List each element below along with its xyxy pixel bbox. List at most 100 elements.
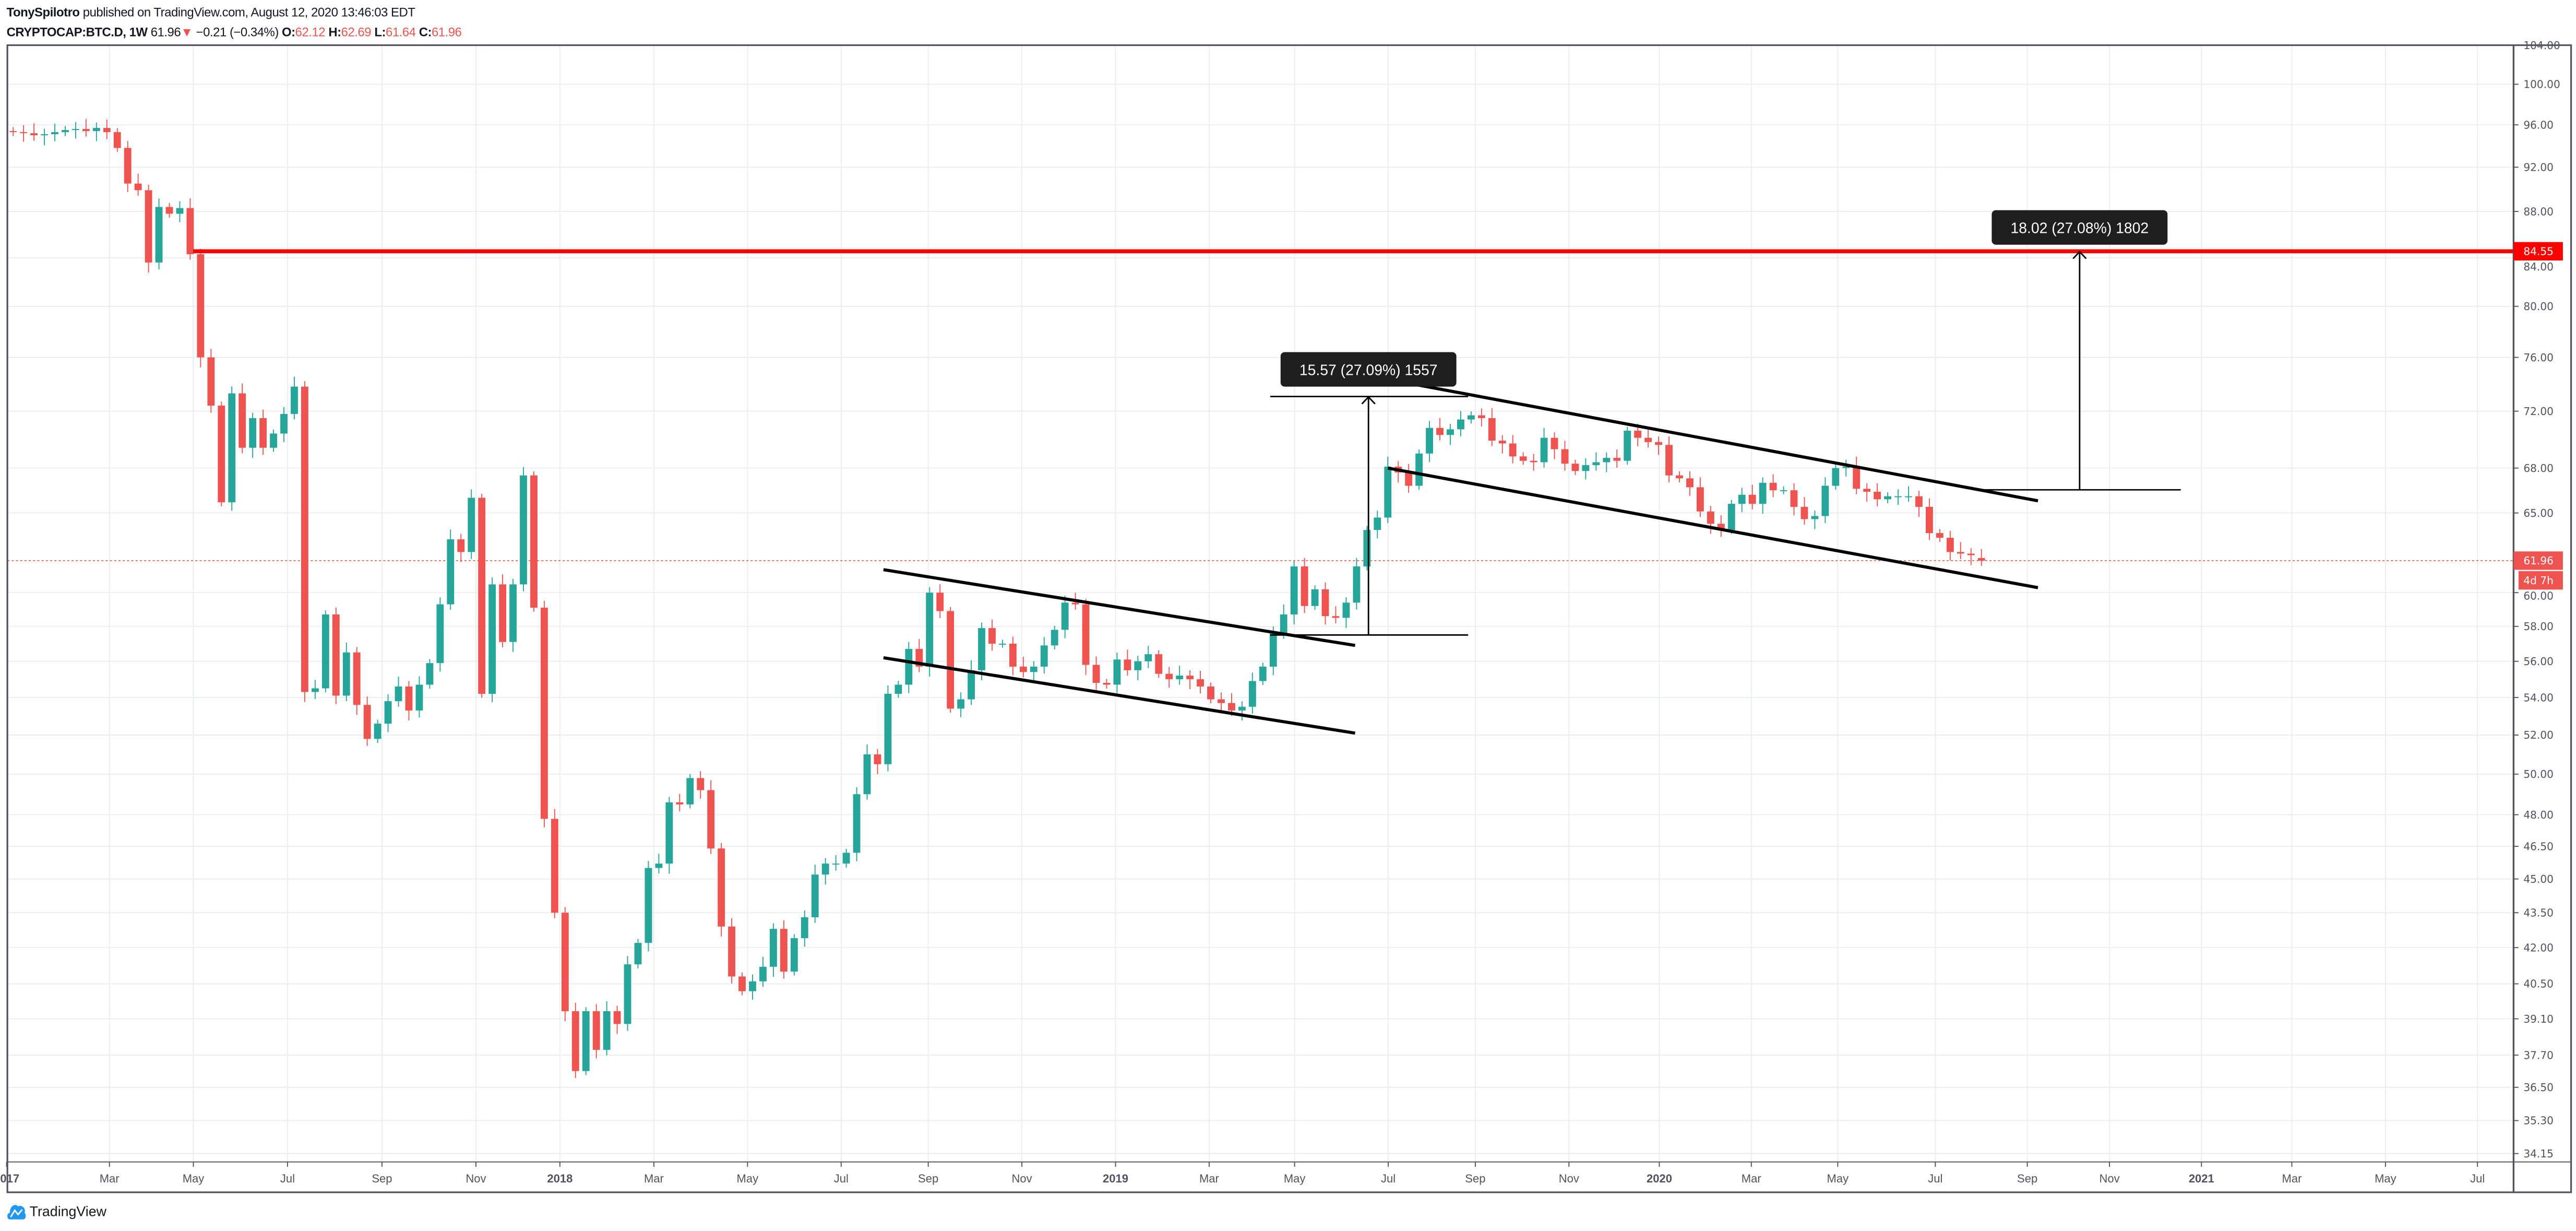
candle-body bbox=[1571, 464, 1579, 471]
time-axis[interactable]: 2017 Mar May Jul Sep Nov 2018 Mar May Jul Sep Nov 20… bbox=[0, 1162, 2485, 1185]
candle-body bbox=[1092, 665, 1100, 683]
candle-body bbox=[447, 539, 455, 605]
candle-body bbox=[353, 652, 361, 705]
x-tick-label: Jul bbox=[2470, 1172, 2485, 1185]
candle-body bbox=[1874, 491, 1881, 500]
arrow-up-icon bbox=[2072, 251, 2087, 259]
candle-body bbox=[884, 694, 892, 764]
candle-body bbox=[9, 131, 17, 133]
candle-body bbox=[280, 413, 288, 434]
price-range-measure[interactable]: 15.57 (27.09%) 1557 bbox=[1270, 352, 1469, 636]
candle-body bbox=[1519, 456, 1527, 461]
candle bbox=[1884, 492, 1892, 504]
candle bbox=[1519, 452, 1527, 465]
candle bbox=[780, 920, 788, 979]
last-price: 61.96 bbox=[150, 23, 181, 39]
candle-body bbox=[1467, 415, 1475, 420]
candle bbox=[82, 119, 90, 137]
last-price-label: 61.96 bbox=[2523, 554, 2554, 567]
candle-body bbox=[1477, 415, 1485, 418]
candle-body bbox=[509, 584, 517, 642]
candle-body bbox=[499, 584, 507, 642]
candle bbox=[968, 660, 975, 705]
candle bbox=[1498, 435, 1506, 454]
candle bbox=[30, 123, 38, 141]
candle bbox=[1874, 483, 1881, 506]
gridlines bbox=[6, 44, 2514, 1162]
candle bbox=[1915, 491, 1923, 517]
candle-body bbox=[769, 929, 777, 967]
candle-body bbox=[374, 724, 381, 739]
candle-body bbox=[488, 584, 496, 694]
trend-line[interactable] bbox=[883, 656, 1356, 735]
candle-body bbox=[1884, 496, 1892, 500]
candle-body bbox=[311, 688, 319, 692]
candle bbox=[1686, 471, 1694, 496]
tradingview-logo[interactable]: TradingView bbox=[7, 1203, 106, 1220]
candle-body bbox=[738, 976, 746, 991]
candle bbox=[1853, 456, 1861, 494]
price-range-measure[interactable]: 18.02 (27.08%) 1802 bbox=[1977, 210, 2181, 491]
candle-body bbox=[520, 475, 527, 585]
candle-body bbox=[1488, 418, 1496, 441]
candle-body bbox=[1727, 504, 1735, 530]
candle-body bbox=[1498, 441, 1506, 444]
candle-body bbox=[301, 386, 308, 692]
candle-body bbox=[1374, 517, 1381, 530]
candle bbox=[1811, 511, 1819, 529]
candle bbox=[145, 184, 152, 273]
candle bbox=[738, 972, 746, 996]
candle-body bbox=[1644, 437, 1652, 442]
candle-body bbox=[405, 686, 413, 711]
candle bbox=[1426, 421, 1434, 463]
author-name[interactable]: TonySpilotro bbox=[6, 5, 80, 20]
candle bbox=[895, 680, 902, 698]
trend-line[interactable] bbox=[1387, 466, 2038, 589]
candle bbox=[707, 780, 715, 854]
candle bbox=[1488, 408, 1496, 446]
y-tick-label: 45.00 bbox=[2523, 873, 2554, 885]
trend-line[interactable] bbox=[1383, 377, 2038, 503]
candle bbox=[1134, 656, 1142, 680]
low-label: L: bbox=[374, 23, 386, 39]
trend-line[interactable] bbox=[883, 568, 1356, 647]
candle bbox=[186, 198, 194, 260]
candle-body bbox=[426, 663, 434, 685]
candle bbox=[113, 128, 121, 152]
candle bbox=[1197, 670, 1204, 694]
candle bbox=[1019, 656, 1027, 678]
candle bbox=[592, 1004, 600, 1059]
candle bbox=[728, 918, 736, 984]
candle bbox=[457, 534, 465, 562]
x-tick-label: Jul bbox=[1928, 1172, 1942, 1185]
candle bbox=[103, 119, 111, 139]
low-value: 61.64 bbox=[385, 23, 416, 39]
price-change: −0.21 (−0.34%) bbox=[196, 23, 279, 39]
x-tick-label: Sep bbox=[918, 1172, 938, 1185]
candle-body bbox=[1197, 679, 1204, 686]
candle bbox=[915, 639, 923, 672]
candle bbox=[280, 407, 288, 442]
candle-body bbox=[415, 684, 423, 711]
candle bbox=[551, 809, 558, 918]
candle-body bbox=[395, 686, 402, 702]
candle-body bbox=[665, 802, 673, 864]
plot-area[interactable]: 15.57 (27.09%) 1557 18.02 (27.08%) 1802 bbox=[7, 119, 2514, 1079]
candle-body bbox=[1613, 458, 1621, 461]
candle-body bbox=[1582, 465, 1590, 471]
candle-body bbox=[238, 393, 246, 448]
y-tick-label: 58.00 bbox=[2523, 620, 2554, 633]
drawings[interactable]: 15.57 (27.09%) 1557 18.02 (27.08%) 1802 bbox=[193, 210, 2514, 735]
open-label: O: bbox=[282, 23, 295, 39]
candle-body bbox=[728, 926, 736, 977]
candle-body bbox=[1051, 630, 1058, 646]
x-tick-label: Nov bbox=[1559, 1172, 1579, 1185]
candle bbox=[238, 383, 246, 454]
candle bbox=[988, 619, 996, 651]
candle bbox=[1155, 650, 1163, 678]
candle bbox=[92, 122, 100, 141]
price-axis[interactable]: 104.00 100.00 96.00 92.00 88.00 84.00 80.00 76.… bbox=[2513, 39, 2560, 1160]
candle bbox=[426, 659, 434, 689]
candle-body bbox=[613, 1011, 621, 1024]
